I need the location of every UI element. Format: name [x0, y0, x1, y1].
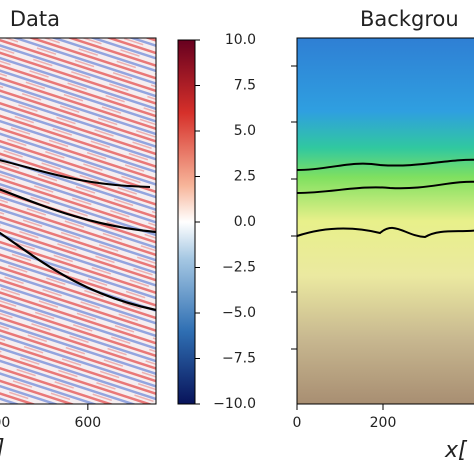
horizon [296, 227, 474, 239]
x-tick-label: 200 [370, 415, 397, 431]
y-ticks [291, 65, 297, 350]
horizon [0, 188, 157, 234]
panel-title: Backgrou [360, 7, 459, 31]
colorbar-tick-label: −10.0 [213, 396, 256, 412]
x-tick-label: 600 [74, 415, 101, 431]
colorbar-tick-label: 5.0 [234, 123, 256, 139]
x-axis-label: ] [0, 436, 5, 461]
colorbar-tick-label: 7.5 [234, 78, 256, 94]
horizon [296, 180, 474, 194]
horizon [0, 231, 157, 312]
axes-frame [296, 37, 474, 405]
horizon [0, 159, 151, 188]
panel-title: Data [10, 7, 60, 31]
x-tick-label: 0 [293, 415, 302, 431]
axes-frame [0, 37, 157, 405]
colorbar [177, 39, 196, 405]
background-image [297, 38, 474, 404]
colorbar-tick-label: 0.0 [234, 214, 256, 230]
x-tick-label: 400 [0, 415, 10, 431]
colorbar-tick-label: −2.5 [222, 260, 256, 276]
colorbar-tick-label: 10.0 [225, 32, 256, 48]
horizon [296, 158, 474, 171]
x-axis-label: x[ [444, 438, 468, 463]
colorbar-tick-label: −7.5 [222, 351, 256, 367]
seismic-image [0, 38, 156, 404]
colorbar-tick-label: −5.0 [222, 305, 256, 321]
colorbar-tick-label: 2.5 [234, 169, 256, 185]
